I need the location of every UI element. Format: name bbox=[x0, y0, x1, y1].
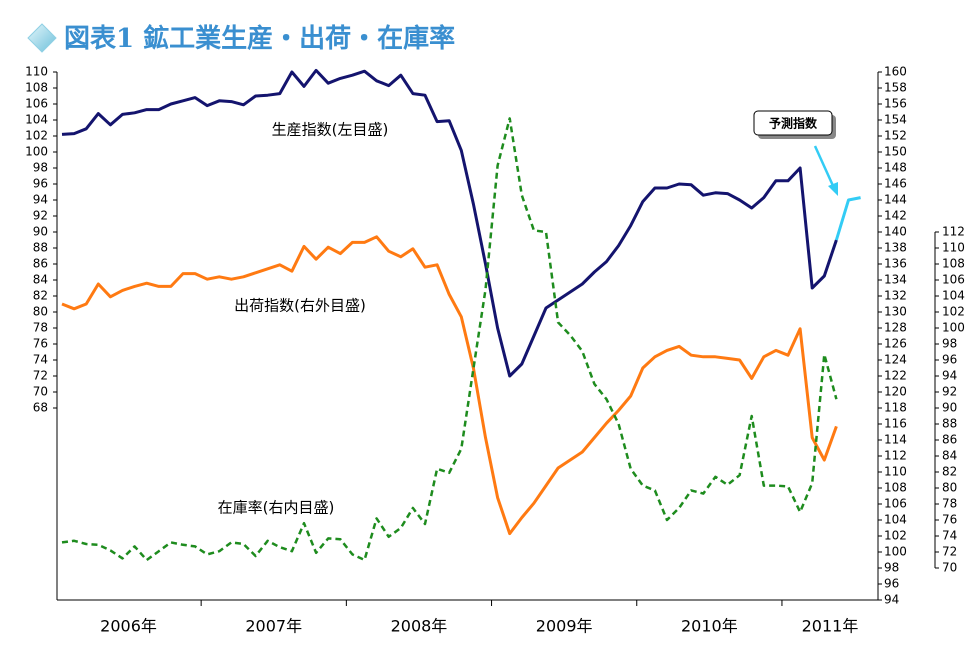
yticks-label: 108 bbox=[25, 81, 48, 95]
y2ticks-label: 142 bbox=[884, 209, 907, 223]
y2ticks-label: 102 bbox=[884, 529, 907, 543]
yticks-label: 100 bbox=[25, 145, 48, 159]
series-line bbox=[61, 235, 838, 536]
y3ticks-label: 80 bbox=[942, 481, 957, 495]
x-tick-label: 2009年 bbox=[536, 617, 593, 636]
y2ticks-label: 160 bbox=[884, 65, 907, 79]
y2ticks-label: 128 bbox=[884, 321, 907, 335]
y3ticks-label: 72 bbox=[942, 545, 957, 559]
y2ticks-label: 108 bbox=[884, 481, 907, 495]
y3ticks-label: 90 bbox=[942, 401, 957, 415]
y2ticks-label: 114 bbox=[884, 433, 907, 447]
series-line bbox=[61, 68, 838, 378]
y2ticks-label: 138 bbox=[884, 241, 907, 255]
y2ticks-label: 158 bbox=[884, 81, 907, 95]
yticks-label: 104 bbox=[25, 113, 48, 127]
y3ticks-label: 92 bbox=[942, 385, 957, 399]
yticks-label: 84 bbox=[33, 273, 48, 287]
y2ticks-label: 126 bbox=[884, 337, 907, 351]
y2ticks-label: 116 bbox=[884, 417, 907, 431]
series-line bbox=[834, 196, 861, 241]
yticks-label: 90 bbox=[33, 225, 48, 239]
y3ticks-label: 84 bbox=[942, 449, 957, 463]
y2ticks-label: 136 bbox=[884, 257, 907, 271]
y2ticks-label: 106 bbox=[884, 497, 907, 511]
chart-title: 図表1 鉱工業生産・出荷・在庫率 bbox=[64, 23, 455, 54]
y2ticks-label: 130 bbox=[884, 305, 907, 319]
callout-arrowhead bbox=[828, 182, 838, 196]
yticks-label: 88 bbox=[33, 241, 48, 255]
yticks-label: 98 bbox=[33, 161, 48, 175]
y3ticks-label: 78 bbox=[942, 497, 957, 511]
y2ticks-label: 118 bbox=[884, 401, 907, 415]
yticks-label: 106 bbox=[25, 97, 48, 111]
y2ticks-label: 146 bbox=[884, 177, 907, 191]
y2ticks-label: 132 bbox=[884, 289, 907, 303]
yticks-label: 72 bbox=[33, 369, 48, 383]
y3ticks-label: 102 bbox=[942, 305, 965, 319]
y2ticks-label: 96 bbox=[884, 577, 899, 591]
y2ticks-label: 134 bbox=[884, 273, 907, 287]
y2ticks-label: 94 bbox=[884, 593, 899, 607]
y2ticks-label: 110 bbox=[884, 465, 907, 479]
yticks-label: 86 bbox=[33, 257, 48, 271]
y2ticks-label: 122 bbox=[884, 369, 907, 383]
y2ticks-label: 140 bbox=[884, 225, 907, 239]
series-label: 出荷指数(右外目盛) bbox=[234, 297, 366, 315]
x-tick-label: 2010年 bbox=[681, 617, 738, 636]
y3ticks-label: 112 bbox=[942, 225, 965, 239]
y3ticks-label: 106 bbox=[942, 273, 965, 287]
series-label: 在庫率(右内目盛) bbox=[218, 499, 335, 517]
x-tick-label: 2011年 bbox=[802, 617, 859, 636]
y2ticks-label: 150 bbox=[884, 145, 907, 159]
y3ticks-label: 104 bbox=[942, 289, 965, 303]
callout-box bbox=[753, 110, 833, 136]
y3ticks-label: 100 bbox=[942, 321, 965, 335]
y3ticks-label: 94 bbox=[942, 369, 957, 383]
y3ticks-label: 110 bbox=[942, 241, 965, 255]
y2ticks-label: 104 bbox=[884, 513, 907, 527]
series-line bbox=[61, 117, 838, 562]
y3ticks-label: 96 bbox=[942, 353, 957, 367]
y2ticks-label: 124 bbox=[884, 353, 907, 367]
yticks-label: 80 bbox=[33, 305, 48, 319]
y2ticks-label: 144 bbox=[884, 193, 907, 207]
y2ticks-label: 152 bbox=[884, 129, 907, 143]
y3ticks-label: 108 bbox=[942, 257, 965, 271]
y2ticks-label: 154 bbox=[884, 113, 907, 127]
y3ticks-label: 98 bbox=[942, 337, 957, 351]
yticks-label: 78 bbox=[33, 321, 48, 335]
y2ticks-label: 120 bbox=[884, 385, 907, 399]
y2ticks-label: 98 bbox=[884, 561, 899, 575]
yticks-label: 68 bbox=[33, 401, 48, 415]
callout-label: 予測指数 bbox=[769, 116, 818, 131]
yticks-label: 102 bbox=[25, 129, 48, 143]
yticks-label: 76 bbox=[33, 337, 48, 351]
y3ticks-label: 76 bbox=[942, 513, 957, 527]
y3ticks-label: 88 bbox=[942, 417, 957, 431]
series-label: 生産指数(左目盛) bbox=[272, 121, 389, 139]
yticks-label: 96 bbox=[33, 177, 48, 191]
title-icon bbox=[27, 23, 57, 53]
y2ticks-label: 112 bbox=[884, 449, 907, 463]
y3ticks-label: 86 bbox=[942, 433, 957, 447]
yticks-label: 110 bbox=[25, 65, 48, 79]
yticks-label: 70 bbox=[33, 385, 48, 399]
yticks-label: 94 bbox=[33, 193, 48, 207]
y2ticks-label: 156 bbox=[884, 97, 907, 111]
x-tick-label: 2007年 bbox=[245, 617, 302, 636]
yticks-label: 74 bbox=[33, 353, 48, 367]
y3ticks-label: 82 bbox=[942, 465, 957, 479]
y3ticks-label: 70 bbox=[942, 561, 957, 575]
y3ticks-label: 74 bbox=[942, 529, 957, 543]
y2ticks-label: 100 bbox=[884, 545, 907, 559]
x-tick-label: 2006年 bbox=[100, 617, 157, 636]
yticks-label: 82 bbox=[33, 289, 48, 303]
x-tick-label: 2008年 bbox=[391, 617, 448, 636]
yticks-label: 92 bbox=[33, 209, 48, 223]
callout-arrow bbox=[813, 145, 836, 189]
y2ticks-label: 148 bbox=[884, 161, 907, 175]
